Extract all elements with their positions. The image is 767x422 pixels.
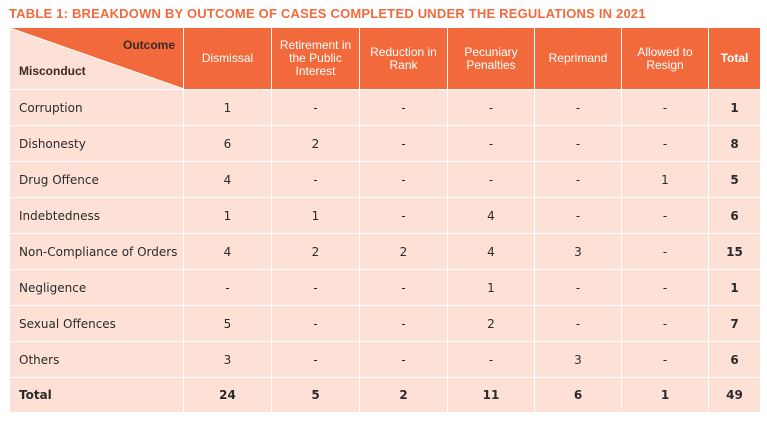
table-cell: - — [271, 89, 360, 126]
row-label: Corruption — [9, 89, 184, 126]
table-cell: - — [621, 89, 709, 126]
diagonal-divider — [10, 28, 183, 89]
table-cell: 4 — [183, 161, 272, 198]
col-header-allowed-to-resign: Allowed to Resign — [621, 27, 709, 90]
table-cell: - — [621, 233, 709, 270]
table-cell: - — [447, 341, 535, 378]
table-cell: 6 — [183, 125, 272, 162]
total-cell: 2 — [359, 377, 448, 413]
table-row: Indebtedness 1 1 - 4 - - 6 — [9, 197, 761, 234]
table-cell: - — [447, 89, 535, 126]
table-cell: 2 — [447, 305, 535, 342]
table-cell: 2 — [359, 233, 448, 270]
table-row: Corruption 1 - - - - - 1 — [9, 89, 761, 126]
col-header-total: Total — [708, 27, 761, 90]
table-cell: - — [621, 305, 709, 342]
table-cell: - — [359, 197, 448, 234]
table-cell: - — [534, 89, 622, 126]
table-cell: 4 — [447, 233, 535, 270]
table-row: Negligence - - - 1 - - 1 — [9, 269, 761, 306]
table-cell: - — [447, 161, 535, 198]
corner-misconduct-label: Misconduct — [19, 64, 86, 78]
row-label: Sexual Offences — [9, 305, 184, 342]
col-header-dismissal: Dismissal — [183, 27, 272, 90]
table-cell: - — [183, 269, 272, 306]
row-total-cell: 5 — [708, 161, 761, 198]
table-row: Others 3 - - - 3 - 6 — [9, 341, 761, 378]
table-cell: 1 — [183, 89, 272, 126]
table-row: Non-Compliance of Orders 4 2 2 4 3 - 15 — [9, 233, 761, 270]
table-cell: - — [534, 161, 622, 198]
total-cell: 1 — [621, 377, 709, 413]
table-cell: - — [534, 197, 622, 234]
col-header-pecuniary-penalties: Pecuniary Penalties — [447, 27, 535, 90]
table-cell: - — [359, 341, 448, 378]
table-cell: - — [271, 341, 360, 378]
col-header-reprimand: Reprimand — [534, 27, 622, 90]
row-total-cell: 1 — [708, 269, 761, 306]
table-cell: - — [359, 161, 448, 198]
totals-label: Total — [9, 377, 184, 413]
table-cell: - — [534, 305, 622, 342]
corner-outcome-label: Outcome — [122, 38, 175, 52]
totals-row: Total 24 5 2 11 6 1 49 — [9, 377, 761, 413]
table-row: Drug Offence 4 - - - - 1 5 — [9, 161, 761, 198]
table-cell: 2 — [271, 233, 360, 270]
table-cell: - — [271, 269, 360, 306]
total-cell: 11 — [447, 377, 535, 413]
table-cell: - — [359, 305, 448, 342]
table-cell: 2 — [271, 125, 360, 162]
table-cell: - — [271, 161, 360, 198]
row-total-cell: 6 — [708, 341, 761, 378]
table-row: Dishonesty 6 2 - - - - 8 — [9, 125, 761, 162]
total-cell: 5 — [271, 377, 360, 413]
table-row: Sexual Offences 5 - - 2 - - 7 — [9, 305, 761, 342]
table-cell: 3 — [183, 341, 272, 378]
corner-header: Outcome Misconduct — [9, 27, 184, 90]
row-label: Negligence — [9, 269, 184, 306]
table-cell: 1 — [183, 197, 272, 234]
table-cell: - — [621, 125, 709, 162]
row-total-cell: 15 — [708, 233, 761, 270]
table-cell: 4 — [447, 197, 535, 234]
total-cell: 24 — [183, 377, 272, 413]
table-cell: 1 — [447, 269, 535, 306]
row-label: Drug Offence — [9, 161, 184, 198]
row-total-cell: 6 — [708, 197, 761, 234]
table-cell: - — [359, 89, 448, 126]
row-label: Dishonesty — [9, 125, 184, 162]
table-cell: 3 — [534, 233, 622, 270]
total-cell: 6 — [534, 377, 622, 413]
table-title: TABLE 1: BREAKDOWN BY OUTCOME OF CASES C… — [9, 6, 646, 21]
col-header-retirement: Retirement in the Public Interest — [271, 27, 360, 90]
table-cell: 4 — [183, 233, 272, 270]
table-cell: - — [621, 341, 709, 378]
table-cell: 1 — [271, 197, 360, 234]
row-label: Non-Compliance of Orders — [9, 233, 184, 270]
table-cell: - — [359, 125, 448, 162]
table-cell: - — [271, 305, 360, 342]
outcome-table: Outcome Misconduct Dismissal Retirement … — [9, 27, 761, 413]
row-total-cell: 7 — [708, 305, 761, 342]
table-cell: 1 — [621, 161, 709, 198]
table-cell: - — [447, 125, 535, 162]
header-row: Outcome Misconduct Dismissal Retirement … — [9, 27, 761, 90]
table-cell: - — [621, 197, 709, 234]
row-total-cell: 8 — [708, 125, 761, 162]
table-cell: 5 — [183, 305, 272, 342]
col-header-reduction-in-rank: Reduction in Rank — [359, 27, 448, 90]
table-cell: - — [534, 125, 622, 162]
row-total-cell: 1 — [708, 89, 761, 126]
row-label: Others — [9, 341, 184, 378]
grand-total-cell: 49 — [708, 377, 761, 413]
table-cell: - — [621, 269, 709, 306]
table-cell: 3 — [534, 341, 622, 378]
table-cell: - — [534, 269, 622, 306]
row-label: Indebtedness — [9, 197, 184, 234]
table-cell: - — [359, 269, 448, 306]
